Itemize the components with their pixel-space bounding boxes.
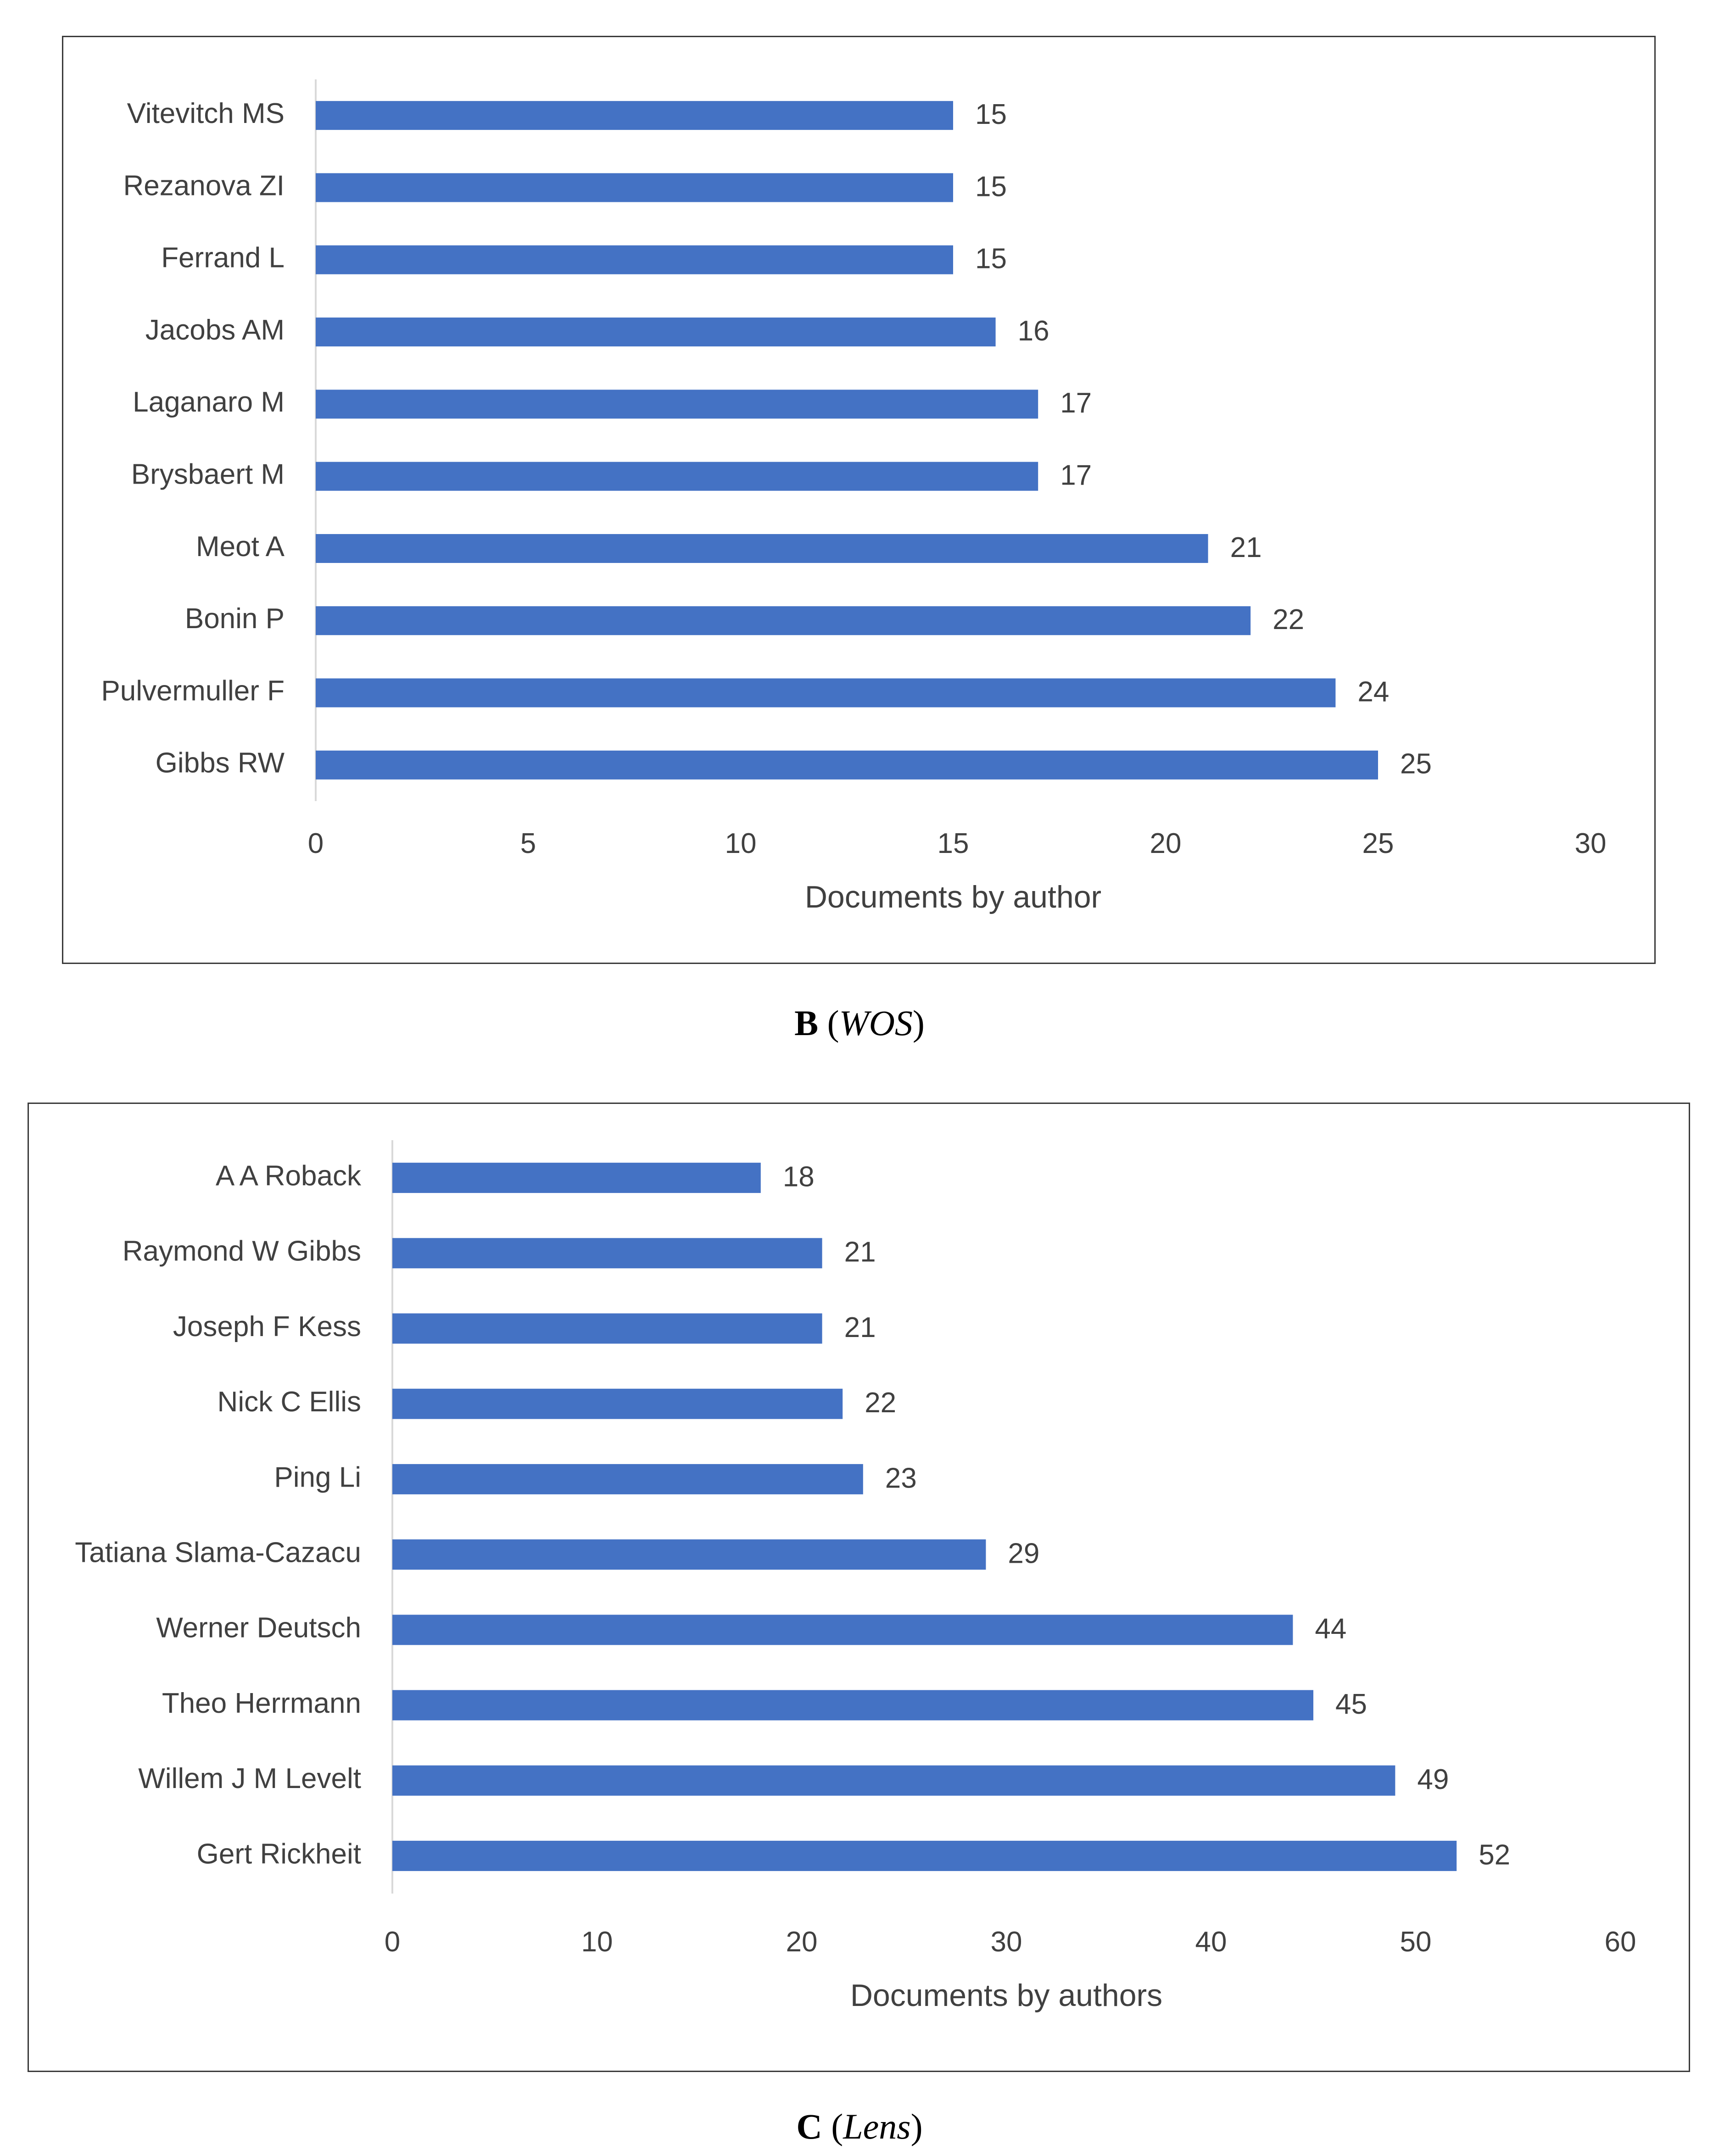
bar bbox=[392, 1313, 822, 1344]
category-label: Pulvermuller F bbox=[101, 675, 285, 707]
caption-source: WOS bbox=[839, 1003, 913, 1043]
category-label: Brysbaert M bbox=[131, 459, 285, 490]
bar bbox=[392, 1163, 761, 1193]
category-label: Ferrand L bbox=[161, 242, 285, 274]
x-tick-label: 10 bbox=[581, 1926, 613, 1958]
data-label: 17 bbox=[1060, 387, 1092, 419]
bar bbox=[392, 1615, 1293, 1645]
category-label: Tatiana Slama-Cazacu bbox=[75, 1537, 361, 1568]
x-tick-label: 30 bbox=[991, 1926, 1022, 1958]
category-label: Rezanova ZI bbox=[123, 170, 285, 201]
data-label: 15 bbox=[975, 99, 1007, 130]
x-tick-label: 5 bbox=[520, 828, 536, 859]
bar bbox=[316, 173, 953, 202]
caption-letter: C bbox=[796, 2106, 822, 2146]
category-label: Gert Rickheit bbox=[197, 1838, 361, 1870]
bar bbox=[316, 318, 996, 347]
data-label: 18 bbox=[783, 1161, 815, 1192]
x-tick-label: 15 bbox=[938, 828, 969, 859]
category-label: Theo Herrmann bbox=[162, 1688, 361, 1719]
chart-panel-lens: A A Roback 18 Raymond W Gibbs 21 Joseph F Ke… bbox=[28, 1103, 1690, 2072]
bar-chart-lens: A A Roback 18 Raymond W Gibbs 21 Joseph F Ke… bbox=[75, 1140, 1636, 2013]
data-label: 22 bbox=[1273, 604, 1304, 635]
bar bbox=[316, 101, 953, 130]
x-tick-label: 25 bbox=[1362, 828, 1394, 859]
category-label: Gibbs RW bbox=[156, 747, 285, 779]
x-tick-label: 20 bbox=[1150, 828, 1182, 859]
bar bbox=[316, 245, 953, 274]
caption-lens: C (Lens) bbox=[796, 2106, 923, 2146]
bar bbox=[316, 750, 1378, 780]
data-label: 23 bbox=[885, 1462, 917, 1494]
data-label: 25 bbox=[1400, 748, 1432, 780]
bar-chart-wos: Vitevitch MS 15 Rezanova ZI 15 Ferrand L 15 Ja… bbox=[101, 79, 1607, 914]
category-label: Raymond W Gibbs bbox=[123, 1236, 361, 1267]
data-label: 21 bbox=[844, 1312, 876, 1343]
bar bbox=[316, 534, 1208, 563]
data-label: 21 bbox=[1230, 532, 1262, 563]
x-tick-label: 40 bbox=[1195, 1926, 1227, 1958]
data-label: 21 bbox=[844, 1237, 876, 1268]
category-label: Jacobs AM bbox=[145, 314, 285, 346]
x-tick-label: 10 bbox=[725, 828, 757, 859]
data-label: 17 bbox=[1060, 460, 1092, 491]
x-tick-label: 20 bbox=[786, 1926, 818, 1958]
bar bbox=[392, 1840, 1457, 1871]
category-label: Willem J M Levelt bbox=[138, 1763, 361, 1794]
chart-panel-wos: Vitevitch MS 15 Rezanova ZI 15 Ferrand L 15 Ja… bbox=[62, 36, 1656, 964]
category-label: Nick C Ellis bbox=[218, 1386, 361, 1418]
x-tick-label: 30 bbox=[1575, 828, 1607, 859]
bar bbox=[392, 1539, 986, 1570]
bar bbox=[316, 606, 1251, 635]
category-label: Ping Li bbox=[274, 1461, 361, 1493]
bar bbox=[392, 1388, 843, 1419]
bar bbox=[392, 1690, 1313, 1721]
category-label: A A Roback bbox=[216, 1160, 362, 1192]
data-label: 24 bbox=[1357, 676, 1389, 708]
data-label: 44 bbox=[1315, 1613, 1346, 1645]
data-label: 16 bbox=[1018, 315, 1049, 347]
category-label: Joseph F Kess bbox=[173, 1311, 361, 1343]
data-label: 29 bbox=[1008, 1538, 1039, 1569]
category-label: Laganaro M bbox=[133, 386, 285, 418]
caption-letter: B bbox=[794, 1003, 819, 1043]
data-label: 49 bbox=[1417, 1764, 1449, 1795]
bar bbox=[316, 462, 1038, 491]
x-tick-label: 0 bbox=[308, 828, 324, 859]
data-label: 52 bbox=[1479, 1839, 1510, 1871]
x-tick-label: 0 bbox=[385, 1926, 400, 1958]
category-label: Bonin P bbox=[185, 603, 285, 635]
bar bbox=[316, 390, 1038, 419]
category-label: Werner Deutsch bbox=[156, 1612, 361, 1644]
bar bbox=[392, 1765, 1395, 1796]
bar bbox=[392, 1238, 822, 1269]
caption-source: Lens bbox=[843, 2106, 911, 2146]
data-label: 15 bbox=[975, 171, 1007, 202]
x-tick-label: 50 bbox=[1400, 1926, 1432, 1958]
data-label: 15 bbox=[975, 243, 1007, 275]
data-label: 22 bbox=[865, 1387, 896, 1419]
x-axis-title: Documents by authors bbox=[850, 1978, 1162, 2013]
bar bbox=[392, 1464, 863, 1494]
caption-wos: B (WOS) bbox=[794, 1003, 925, 1043]
category-label: Meot A bbox=[196, 531, 285, 563]
bar bbox=[316, 678, 1336, 708]
data-label: 45 bbox=[1335, 1688, 1367, 1720]
category-label: Vitevitch MS bbox=[127, 98, 285, 129]
x-axis-title: Documents by author bbox=[805, 880, 1101, 914]
x-tick-label: 60 bbox=[1605, 1926, 1636, 1958]
